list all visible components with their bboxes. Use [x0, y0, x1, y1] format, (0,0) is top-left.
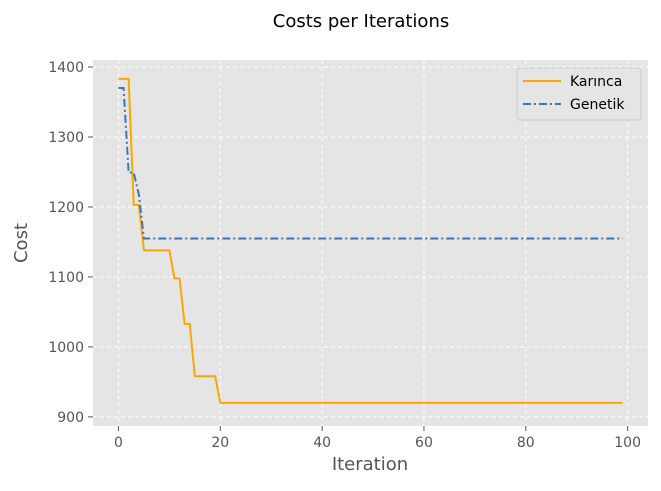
grid-lines — [93, 60, 648, 426]
x-tick-label: 20 — [211, 435, 229, 451]
y-tick-label: 1200 — [48, 200, 84, 216]
plot-area — [93, 60, 648, 426]
y-tick-label: 900 — [57, 410, 84, 426]
legend-label-genetik: Genetik — [570, 97, 625, 113]
y-tick-label: 1300 — [48, 130, 84, 146]
y-axis-ticks: 900 1000 1100 1200 1300 1400 — [48, 60, 93, 426]
series-line-genetik — [118, 86, 623, 240]
x-axis-label: Iteration — [332, 454, 408, 475]
legend: Karınca Genetik — [516, 67, 642, 121]
x-tick-label: 60 — [415, 435, 433, 451]
y-axis-label: Cost — [11, 223, 32, 263]
series-line-karinca — [118, 77, 623, 404]
x-tick-label: 80 — [517, 435, 535, 451]
x-axis-ticks: 0 20 40 60 80 100 — [114, 426, 641, 451]
y-tick-label: 1000 — [48, 340, 84, 356]
chart-title: Costs per Iterations — [273, 11, 449, 32]
x-tick-label: 40 — [313, 435, 331, 451]
legend-label-karinca: Karınca — [570, 74, 622, 90]
series-lines — [118, 77, 623, 404]
x-tick-label: 0 — [114, 435, 123, 451]
x-tick-label: 100 — [614, 435, 641, 451]
y-tick-label: 1400 — [48, 60, 84, 76]
y-tick-label: 1100 — [48, 270, 84, 286]
